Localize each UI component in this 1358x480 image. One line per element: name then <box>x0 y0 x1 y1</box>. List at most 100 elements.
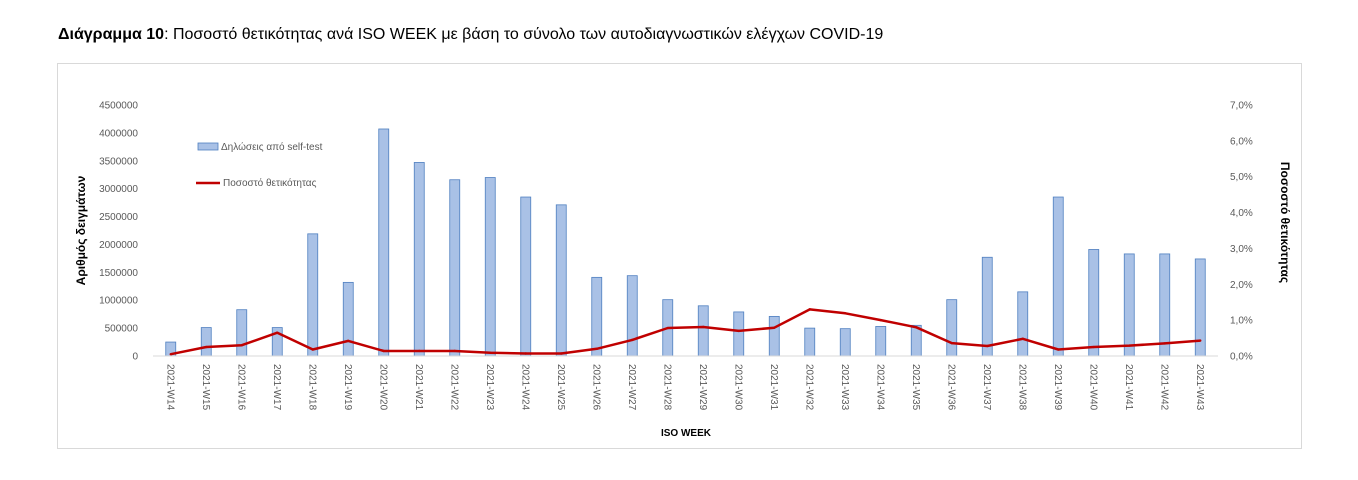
bar <box>875 326 887 357</box>
x-tick-label: 2021-W31 <box>768 364 779 411</box>
y-tick-label: 3500000 <box>99 156 138 167</box>
y2-tick-label: 6,0% <box>1230 136 1253 147</box>
x-tick-label: 2021-W27 <box>626 364 637 411</box>
bar <box>449 179 461 357</box>
y2-tick-label: 7,0% <box>1230 101 1253 112</box>
line-point <box>631 338 634 342</box>
y-tick-label: 2000000 <box>99 240 138 251</box>
x-tick-label: 2021-W15 <box>200 364 211 411</box>
x-tick-label: 2021-W38 <box>1016 364 1027 411</box>
bar-series <box>165 128 1206 357</box>
y2-tick-label: 0,0% <box>1230 352 1253 363</box>
left-axis-ticks: 0 500000 1000000 1500000 2000000 2500000 30000… <box>99 101 138 363</box>
x-tick-label: 2021-W29 <box>697 364 708 411</box>
legend: Δηλώσεις από self-test Ποσοστό θετικότητ… <box>196 141 323 189</box>
line-point <box>382 349 385 353</box>
line-point <box>666 326 669 330</box>
x-tick-label: 2021-W35 <box>910 364 921 411</box>
bar <box>768 315 780 357</box>
legend-line-label: Ποσοστό θετικότητας <box>223 177 317 189</box>
bar <box>200 327 212 357</box>
x-tick-label: 2021-W42 <box>1158 364 1169 411</box>
line-series <box>169 308 1202 356</box>
y-tick-label: 500000 <box>105 324 139 335</box>
chart-heading: Διάγραμμα 10: Ποσοστό θετικότητας ανά IS… <box>58 26 883 44</box>
x-tick-label: 2021-W16 <box>235 364 246 411</box>
line-point <box>595 347 598 351</box>
y-tick-label: 2500000 <box>99 212 138 223</box>
bar <box>626 275 638 357</box>
line-point <box>1057 348 1060 351</box>
line-point <box>1199 339 1202 342</box>
chart-heading-text: : Ποσοστό θετικότητας ανά ISO WEEK με βά… <box>164 26 884 43</box>
line-point <box>489 351 492 354</box>
y2-tick-label: 5,0% <box>1230 172 1253 183</box>
chart-frame: 0 500000 1000000 1500000 2000000 2500000 30000… <box>57 63 1302 449</box>
combo-chart: 0 500000 1000000 1500000 2000000 2500000 30000… <box>74 101 1292 440</box>
y2-tick-label: 1,0% <box>1230 316 1253 327</box>
bar <box>946 299 958 357</box>
chart-heading-number: Διάγραμμα 10 <box>58 26 165 43</box>
x-tick-label: 2021-W21 <box>413 364 424 411</box>
bar <box>1123 253 1135 357</box>
bar <box>697 305 709 357</box>
y-tick-label: 4500000 <box>99 101 138 112</box>
y2-tick-label: 3,0% <box>1230 244 1253 255</box>
y-tick-label: 1000000 <box>99 296 138 307</box>
x-tick-label: 2021-W26 <box>590 364 601 411</box>
x-tick-label: 2021-W17 <box>271 364 282 411</box>
x-tick-label: 2021-W24 <box>519 364 530 411</box>
x-axis-title: ISO WEEK <box>661 428 712 439</box>
y2-axis-title: Ποσοστό θετικότητας <box>1278 162 1292 283</box>
line-point <box>311 348 314 351</box>
line-point <box>1092 345 1095 349</box>
line-point <box>879 318 882 322</box>
line-point <box>453 349 456 353</box>
bar <box>520 196 532 357</box>
x-tick-label: 2021-W20 <box>377 364 388 411</box>
bar <box>307 233 319 357</box>
legend-bar-swatch <box>197 142 219 151</box>
line-point <box>1128 344 1131 347</box>
y-axis-title: Αριθμός δειγμάτων <box>74 175 88 285</box>
bar <box>1159 253 1171 357</box>
bar <box>1052 196 1064 357</box>
positivity-line <box>170 308 1201 356</box>
x-tick-label: 2021-W40 <box>1087 364 1098 411</box>
line-point <box>844 312 847 315</box>
line-point <box>1021 337 1024 340</box>
bar <box>484 177 496 357</box>
bar <box>342 281 354 357</box>
x-tick-label: 2021-W32 <box>803 364 814 411</box>
x-tick-label: 2021-W19 <box>342 364 353 411</box>
line-point <box>347 339 350 343</box>
y-tick-label: 4000000 <box>99 128 138 139</box>
y2-tick-label: 2,0% <box>1230 280 1253 291</box>
bar <box>733 311 745 357</box>
right-axis-ticks: 0,0% 1,0% 2,0% 3,0% 4,0% 5,0% 6,0% 7,0% <box>1230 101 1253 363</box>
x-tick-label: 2021-W43 <box>1194 364 1205 411</box>
bar <box>981 256 993 357</box>
line-point <box>205 345 208 349</box>
x-tick-label: 2021-W22 <box>448 364 459 411</box>
legend-bar-label: Δηλώσεις από self-test <box>221 141 323 153</box>
x-tick-label: 2021-W41 <box>1123 364 1134 411</box>
line-point <box>808 308 811 311</box>
x-tick-label: 2021-W23 <box>484 364 495 411</box>
x-tick-label: 2021-W25 <box>555 364 566 411</box>
bar <box>236 309 248 357</box>
x-tick-label: 2021-W33 <box>839 364 850 411</box>
line-point <box>169 353 172 356</box>
x-tick-label: 2021-W18 <box>306 364 317 411</box>
y-tick-label: 1500000 <box>99 268 138 279</box>
bar <box>555 204 567 357</box>
x-tick-label: 2021-W39 <box>1052 364 1063 411</box>
x-tick-label: 2021-W37 <box>981 364 992 411</box>
x-tick-label: 2021-W14 <box>164 364 175 411</box>
line-point <box>702 325 705 329</box>
line-point <box>950 341 953 345</box>
line-point <box>1163 342 1166 345</box>
x-tick-label: 2021-W30 <box>732 364 743 411</box>
line-point <box>737 329 740 333</box>
line-point <box>773 326 776 329</box>
